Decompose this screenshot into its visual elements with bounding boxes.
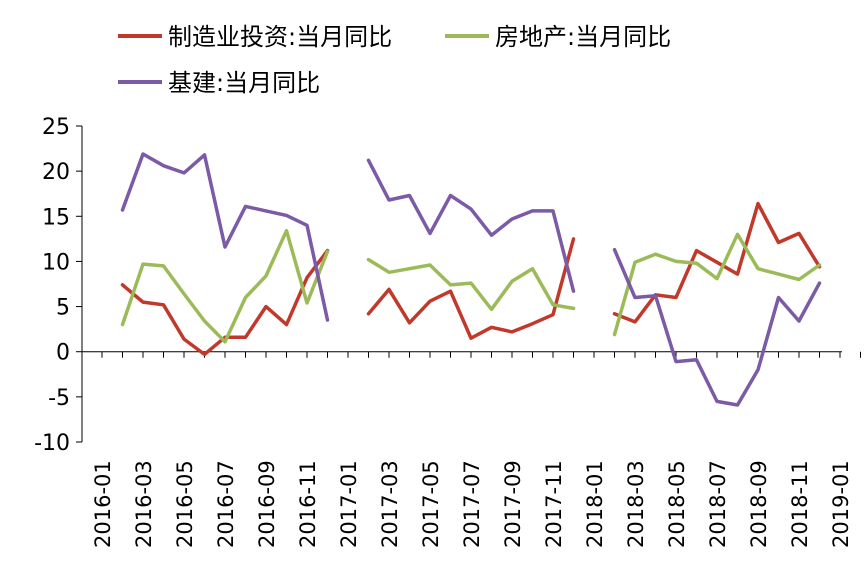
- series-2: [120, 152, 822, 407]
- legend-item-1: 房地产:当月同比: [445, 23, 671, 51]
- y-tick-label: -10: [34, 431, 70, 456]
- legend-item-2: 基建:当月同比: [118, 69, 320, 97]
- y-tick-label: 25: [42, 115, 70, 140]
- series-line: [120, 152, 330, 322]
- y-tick-label: 10: [42, 250, 70, 275]
- series-line: [612, 232, 822, 337]
- y-tick-label: 15: [42, 205, 70, 230]
- y-tick-label: 20: [42, 160, 70, 185]
- x-tick-label: 2016-03: [132, 460, 156, 548]
- series-line: [612, 201, 822, 324]
- legend-item-0: 制造业投资:当月同比: [118, 23, 392, 51]
- y-tick-label: 0: [56, 341, 70, 366]
- series-0: [120, 201, 822, 357]
- x-tick-label: 2018-09: [747, 460, 771, 548]
- x-tick-label: 2017-05: [419, 460, 443, 548]
- series-line: [366, 257, 576, 312]
- x-tick-label: 2018-03: [624, 460, 648, 548]
- x-tick-label: 2019-01: [829, 460, 853, 548]
- x-tick-label: 2017-03: [378, 460, 402, 548]
- series-line: [366, 158, 576, 293]
- x-tick-label: 2018-07: [706, 460, 730, 548]
- series-line: [120, 228, 330, 344]
- series-line: [120, 248, 330, 357]
- x-tick-label: 2016-07: [214, 460, 238, 548]
- x-tick-label: 2016-11: [296, 460, 320, 548]
- x-tick-label: 2017-11: [542, 460, 566, 548]
- x-tick-label: 2018-05: [665, 460, 689, 548]
- series-line: [366, 237, 576, 340]
- series-1: [120, 228, 822, 344]
- legend-label: 基建:当月同比: [168, 69, 320, 97]
- x-tick-label: 2016-09: [255, 460, 279, 548]
- y-tick-label: -5: [48, 386, 70, 411]
- x-tick-label: 2017-01: [337, 460, 361, 548]
- x-tick-label: 2018-11: [788, 460, 812, 548]
- x-tick-label: 2016-01: [91, 460, 115, 548]
- x-tick-label: 2017-07: [460, 460, 484, 548]
- series-line: [612, 247, 822, 407]
- y-tick-label: 5: [56, 296, 70, 321]
- x-tick-label: 2016-05: [173, 460, 197, 548]
- x-tick-label: 2018-01: [583, 460, 607, 548]
- legend-label: 制造业投资:当月同比: [168, 23, 392, 51]
- x-tick-label: 2017-09: [501, 460, 525, 548]
- legend-label: 房地产:当月同比: [495, 23, 671, 51]
